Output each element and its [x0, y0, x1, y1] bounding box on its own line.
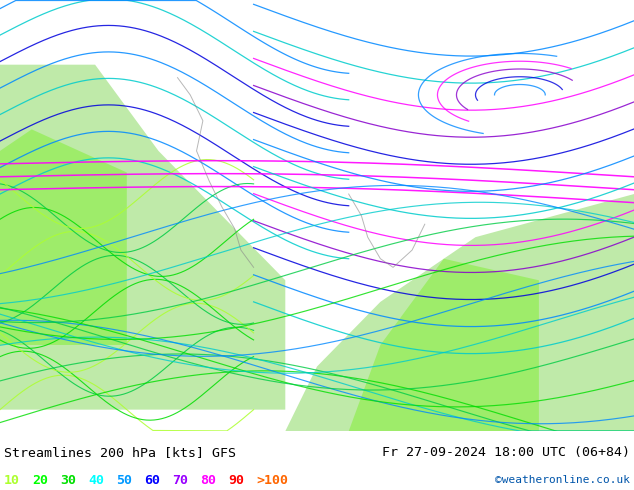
Polygon shape	[285, 194, 634, 431]
Text: 60: 60	[144, 474, 160, 488]
Text: 90: 90	[228, 474, 244, 488]
Text: 20: 20	[32, 474, 48, 488]
Text: Fr 27-09-2024 18:00 UTC (06+84): Fr 27-09-2024 18:00 UTC (06+84)	[382, 446, 630, 459]
Text: ©weatheronline.co.uk: ©weatheronline.co.uk	[495, 475, 630, 485]
Text: 50: 50	[116, 474, 132, 488]
Text: 80: 80	[200, 474, 216, 488]
Polygon shape	[0, 129, 127, 345]
Text: >100: >100	[256, 474, 288, 488]
Text: 30: 30	[60, 474, 76, 488]
Polygon shape	[349, 259, 539, 431]
Text: 10: 10	[4, 474, 20, 488]
Text: 70: 70	[172, 474, 188, 488]
Text: 40: 40	[88, 474, 104, 488]
Polygon shape	[0, 65, 285, 410]
Text: Streamlines 200 hPa [kts] GFS: Streamlines 200 hPa [kts] GFS	[4, 446, 236, 459]
